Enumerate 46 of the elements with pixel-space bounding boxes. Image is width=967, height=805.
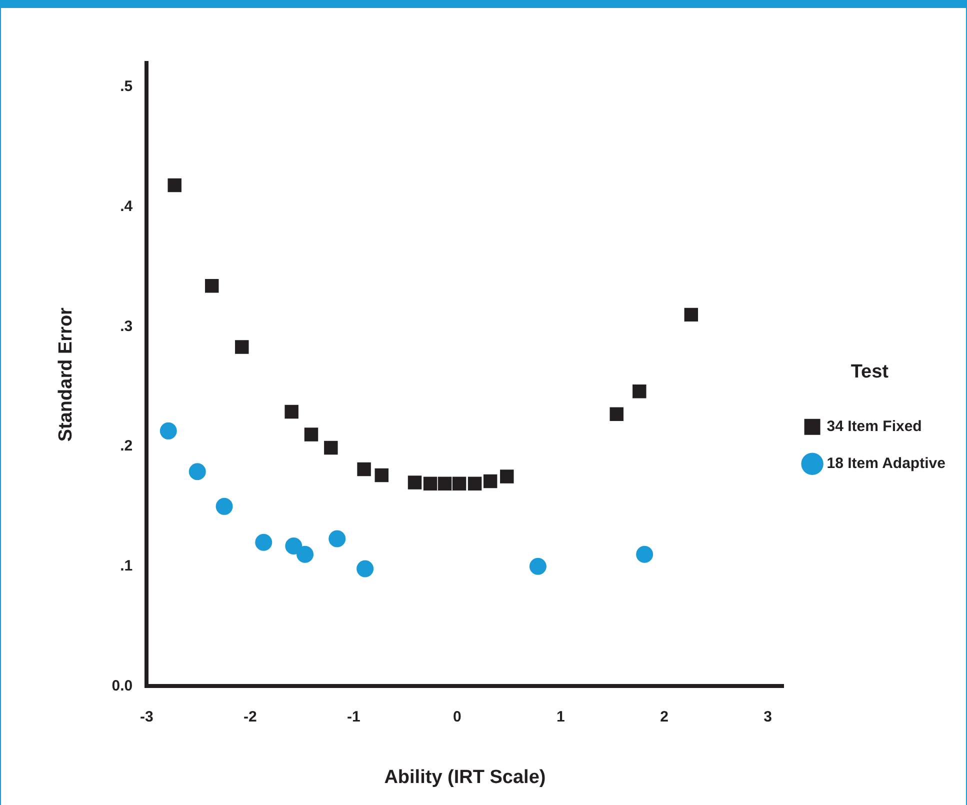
y-tick-label: .1 [120,557,133,574]
point [483,474,498,488]
point [374,468,389,482]
point [235,340,249,354]
point [610,407,624,422]
legend-label: 18 Item Adaptive [826,455,946,472]
point [188,463,206,480]
point [468,476,482,491]
point [356,560,374,578]
point [296,546,314,563]
point [324,440,338,455]
point [632,384,646,398]
point [452,476,466,491]
point [684,308,698,322]
y-tick-label: .4 [120,198,134,215]
point [636,546,654,563]
point [357,462,371,476]
point [285,537,302,554]
point [168,178,182,192]
legend-title: Test [850,361,890,382]
point [529,558,546,575]
x-tick-label: -2 [244,708,257,726]
x-axis-title: Ability (IRT Scale) [384,766,546,788]
x-tick-label: -3 [140,708,154,726]
point [408,476,422,490]
point [284,404,298,419]
y-tick-label: 0.0 [112,677,133,694]
x-tick-label: 0 [453,708,462,726]
point [328,530,346,548]
y-tick-label: .3 [120,318,133,335]
point [438,476,452,491]
x-tick-label: 3 [764,708,772,726]
point [500,470,514,484]
point [423,476,438,491]
y-axis-title: Standard Error [56,306,77,442]
x-tick-label: 2 [660,708,668,726]
x-tick-label: 1 [556,708,565,726]
point [255,534,272,551]
point [160,422,177,440]
point [216,498,233,515]
legend-label: 34 Item Fixed [826,418,922,436]
point [205,279,219,293]
y-tick-label: .2 [120,438,133,455]
y-tick-label: .5 [120,78,133,96]
point [304,428,318,442]
x-tick-label: -1 [347,708,360,726]
